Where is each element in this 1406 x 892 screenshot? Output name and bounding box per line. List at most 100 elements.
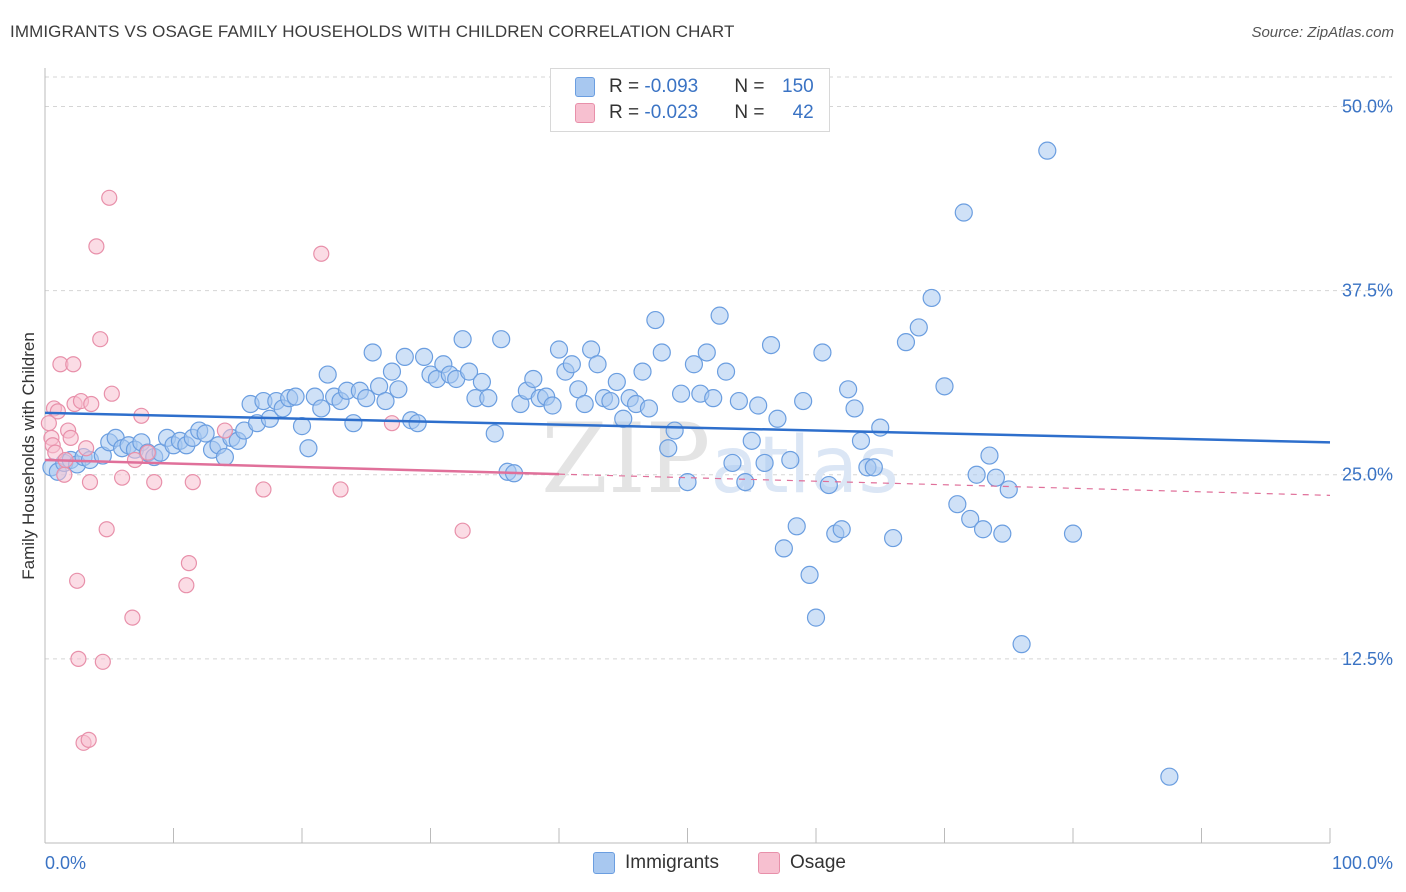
point-osage	[70, 650, 87, 667]
point-immigrants	[723, 453, 742, 473]
point-immigrants	[774, 539, 793, 558]
point-immigrants	[1063, 524, 1083, 543]
bottom-legend-swatch-immigrants	[593, 852, 615, 874]
point-immigrants	[408, 414, 427, 433]
source-label: Source: ZipAtlas.com	[1251, 24, 1394, 41]
point-immigrants	[363, 343, 382, 362]
point-osage	[80, 731, 97, 748]
point-osage	[101, 189, 118, 206]
point-osage	[83, 395, 100, 413]
point-immigrants	[710, 306, 729, 325]
point-immigrants	[671, 384, 691, 403]
legend-n-label: N =	[734, 76, 770, 97]
point-osage	[113, 469, 131, 486]
point-osage	[78, 440, 95, 457]
legend-r-label: R =	[609, 76, 645, 97]
point-immigrants	[832, 520, 851, 539]
point-osage	[81, 473, 99, 491]
point-immigrants	[1012, 635, 1031, 654]
trend-line-immigrants	[44, 411, 1331, 444]
point-immigrants	[704, 389, 723, 408]
point-immigrants	[954, 203, 973, 222]
point-osage	[92, 331, 109, 348]
point-immigrants	[980, 446, 999, 465]
point-osage	[69, 572, 86, 589]
point-immigrants	[697, 343, 716, 362]
point-immigrants	[459, 362, 479, 381]
point-immigrants	[787, 517, 806, 536]
x-tick-label-max: 100.0%	[1332, 853, 1393, 873]
point-immigrants	[896, 333, 916, 352]
point-osage	[62, 429, 79, 447]
bottom-legend-swatch-osage	[758, 852, 780, 874]
legend-swatch-immigrants	[575, 77, 595, 97]
point-immigrants	[993, 524, 1012, 543]
point-immigrants	[755, 453, 774, 473]
point-osage	[65, 356, 82, 373]
point-immigrants	[800, 565, 819, 585]
point-osage	[184, 473, 201, 491]
point-immigrants	[1160, 767, 1179, 786]
point-immigrants	[665, 421, 684, 440]
point-immigrants	[299, 439, 318, 458]
point-immigrants	[806, 608, 826, 627]
point-immigrants	[967, 465, 986, 484]
point-immigrants	[999, 480, 1018, 499]
point-immigrants	[633, 362, 652, 381]
stats-legend: R = -0.093 N = 150 R = -0.023 N = 42	[550, 68, 830, 132]
point-osage	[56, 466, 73, 483]
point-immigrants	[749, 396, 768, 415]
point-immigrants	[768, 409, 787, 428]
point-immigrants	[684, 355, 704, 374]
point-immigrants	[961, 509, 980, 529]
legend-row-immigrants: R = -0.093 N = 150	[575, 74, 814, 100]
point-immigrants	[729, 391, 749, 411]
legend-row-osage: R = -0.023 N = 42	[575, 100, 814, 126]
bottom-legend-osage: Osage	[758, 852, 846, 874]
point-immigrants	[871, 418, 890, 437]
point-immigrants	[286, 387, 305, 406]
point-immigrants	[395, 347, 414, 366]
trend-line-osage	[44, 458, 560, 476]
point-immigrants	[794, 391, 813, 411]
point-immigrants	[614, 409, 633, 428]
point-immigrants	[781, 450, 800, 470]
point-immigrants	[973, 520, 993, 539]
legend-n-label: N =	[734, 102, 770, 123]
point-immigrants	[472, 372, 491, 392]
trend-line-osage-extension	[558, 473, 1331, 496]
point-immigrants	[839, 380, 858, 399]
point-immigrants	[646, 310, 665, 330]
point-immigrants	[485, 424, 504, 443]
point-immigrants	[382, 362, 402, 381]
x-tick-label-min: 0.0%	[45, 853, 86, 873]
watermark: ZIPatlas	[541, 403, 899, 515]
point-osage	[94, 653, 111, 670]
point-immigrants	[376, 391, 395, 411]
point-immigrants	[922, 288, 941, 308]
point-immigrants	[948, 495, 967, 514]
point-immigrants	[652, 343, 671, 362]
point-immigrants	[607, 372, 626, 392]
point-osage	[146, 473, 163, 491]
y-tick-label: 12.5%	[1342, 649, 1393, 669]
point-immigrants	[196, 424, 215, 443]
point-immigrants	[935, 377, 954, 396]
point-osage	[216, 422, 233, 439]
point-immigrants	[639, 399, 659, 418]
legend-r-value: -0.093	[644, 76, 699, 97]
point-immigrants	[813, 343, 832, 362]
point-immigrants	[562, 355, 581, 374]
legend-swatch-osage	[575, 103, 595, 123]
point-immigrants	[601, 391, 620, 411]
point-immigrants	[524, 369, 543, 389]
point-osage	[255, 481, 272, 498]
point-immigrants	[492, 330, 511, 349]
point-immigrants	[453, 330, 472, 349]
point-immigrants	[414, 347, 434, 366]
point-immigrants	[479, 389, 498, 408]
y-tick-label: 50.0%	[1342, 96, 1393, 116]
point-osage	[178, 577, 195, 594]
point-immigrants	[736, 472, 755, 492]
